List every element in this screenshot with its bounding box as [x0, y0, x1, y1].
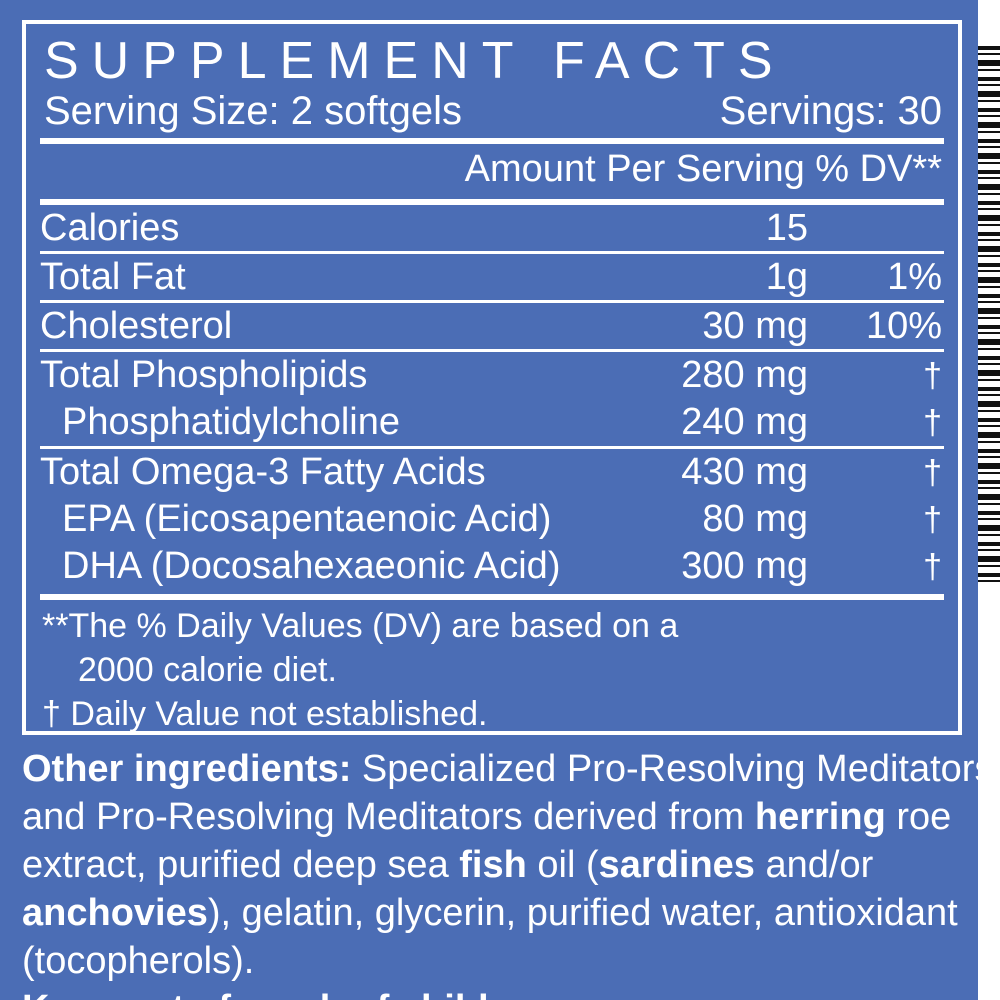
ingredient-herring: herring [754, 796, 886, 838]
nutrient-table: Calories 15 Total Fat 1g 1% Cholesterol 30 mg 1… [40, 205, 944, 590]
other-ingredients-text-5: ), gelatin, glycerin, purified water, an… [22, 892, 958, 982]
footnote-dagger-text: Daily Value not established. [70, 695, 488, 733]
servings-per-container-label: Servings: 30 [719, 89, 942, 133]
nutrient-row: Phosphatidylcholine 240 mg † [40, 399, 944, 446]
other-ingredients-text-1: Specialized Pro-Resolving Meditators and… [22, 748, 994, 838]
nutrient-amount: 240 mg [681, 401, 808, 443]
nutrient-daily-value [812, 205, 944, 251]
nutrient-name: DHA (Docosahexaeonic Acid) [62, 545, 561, 587]
nutrient-row-divider [40, 446, 944, 449]
divider-cell [40, 349, 944, 352]
footnote-daily-value-line1: **The % Daily Values (DV) are based on a [42, 607, 679, 645]
ingredient-fish: fish [459, 844, 527, 886]
divider-cell [40, 300, 944, 303]
barcode-bars [978, 46, 1000, 586]
nutrient-amount: 80 mg [702, 498, 808, 540]
nutrient-row: DHA (Docosahexaeonic Acid) 300 mg † [40, 543, 944, 590]
other-ingredients-text-2: roe extract, purified deep sea [22, 796, 952, 886]
nutrient-row-divider [40, 251, 944, 254]
dagger-symbol: † [42, 695, 61, 733]
nutrient-row: Total Phospholipids 280 mg † [40, 352, 944, 399]
nutrient-amount: 15 [765, 207, 808, 249]
supplement-facts-title: SUPPLEMENT FACTS [44, 32, 786, 90]
nutrient-name: Total Omega-3 Fatty Acids [40, 451, 486, 493]
rule-below-serving-info [40, 138, 944, 144]
nutrient-daily-value: † [923, 548, 942, 586]
footnote-dagger-line: † Daily Value not established. [40, 692, 944, 736]
keep-out-of-reach-warning: Keep out of reach of children. [22, 985, 1000, 1000]
nutrient-amount: 280 mg [681, 354, 808, 396]
serving-size-label: Serving Size: 2 softgels [44, 89, 462, 133]
other-ingredients-label: Other ingredients: [22, 748, 352, 790]
nutrient-daily-value: † [923, 501, 942, 539]
supplement-facts-content: SUPPLEMENT FACTS Serving Size: 2 softgel… [40, 30, 944, 733]
nutrient-amount: 30 mg [702, 305, 808, 347]
nutrient-name: Cholesterol [40, 305, 233, 347]
nutrient-name: Phosphatidylcholine [62, 401, 401, 443]
rule-below-amount-header [40, 199, 944, 205]
rule-above-footnotes [40, 594, 944, 600]
nutrient-name: Calories [40, 207, 180, 249]
other-ingredients-text-4: and/or [754, 844, 874, 886]
barcode-quiet-zone-bottom [978, 586, 1000, 1000]
nutrient-amount: 300 mg [681, 545, 808, 587]
nutrient-amount: 430 mg [681, 451, 808, 493]
nutrient-daily-value: † [923, 357, 942, 395]
nutrient-row-divider [40, 349, 944, 352]
divider-line [40, 446, 944, 449]
nutrient-row: EPA (Eicosapentaenoic Acid) 80 mg † [40, 496, 944, 543]
nutrient-row: Cholesterol 30 mg 10% [40, 303, 944, 349]
ingredient-anchovies: anchovies [22, 892, 208, 934]
divider-line [40, 300, 944, 303]
divider-cell [40, 446, 944, 449]
other-ingredients-text-3: oil ( [526, 844, 599, 886]
nutrient-row: Calories 15 [40, 205, 944, 251]
amount-per-serving-header: Amount Per Serving % DV** [464, 148, 942, 190]
nutrient-table-body: Calories 15 Total Fat 1g 1% Cholesterol 30 mg 1… [40, 205, 944, 590]
nutrient-amount: 1g [765, 256, 808, 298]
divider-cell [40, 251, 944, 254]
nutrient-daily-value: 10% [865, 305, 942, 347]
barcode-quiet-zone-top [978, 0, 1000, 46]
nutrient-row: Total Fat 1g 1% [40, 254, 944, 300]
barcode-strip [978, 0, 1000, 1000]
nutrient-daily-value: † [923, 404, 942, 442]
other-ingredients-paragraph: Other ingredients: Specialized Pro-Resol… [22, 745, 1000, 985]
nutrient-name: Total Phospholipids [40, 354, 368, 396]
footnotes-block: **The % Daily Values (DV) are based on a… [40, 600, 944, 736]
nutrient-daily-value: 1% [887, 256, 942, 298]
nutrient-name: EPA (Eicosapentaenoic Acid) [62, 498, 552, 540]
serving-info-row: Serving Size: 2 softgels Servings: 30 [40, 88, 944, 134]
ingredient-sardines: sardines [598, 844, 755, 886]
nutrient-row: Total Omega-3 Fatty Acids 430 mg † [40, 449, 944, 496]
supplement-facts-panel: SUPPLEMENT FACTS Serving Size: 2 softgel… [22, 20, 962, 735]
divider-line [40, 251, 944, 254]
nutrient-daily-value: † [923, 454, 942, 492]
divider-line [40, 349, 944, 352]
nutrient-name: Total Fat [40, 256, 186, 298]
nutrient-row-divider [40, 300, 944, 303]
footnote-daily-value-line2: 2000 calorie diet. [78, 651, 337, 689]
